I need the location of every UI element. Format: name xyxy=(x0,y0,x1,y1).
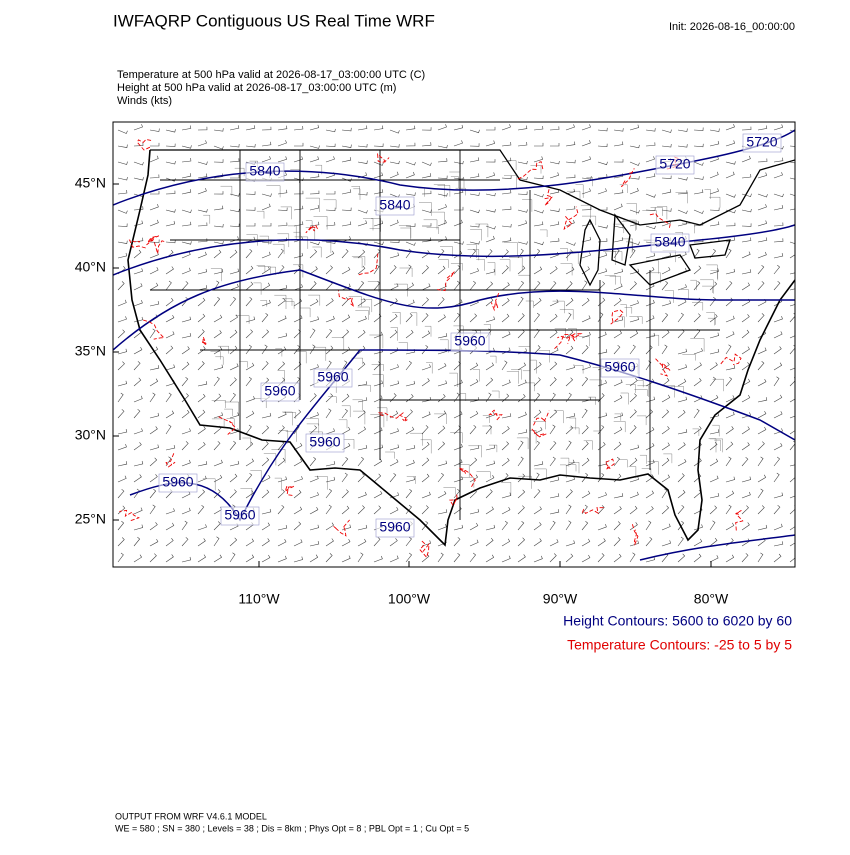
temp-contour xyxy=(488,409,503,421)
contour-label-box xyxy=(600,358,640,378)
contour-label: 5960 xyxy=(264,383,295,399)
great-lakes xyxy=(579,213,731,287)
temp-contour xyxy=(146,235,160,246)
lat-label: 25°N xyxy=(75,511,106,527)
contour-label: 5720 xyxy=(746,134,777,150)
temp-contour xyxy=(419,540,430,559)
temp-contour xyxy=(337,290,355,307)
temp-contour xyxy=(655,358,671,377)
temp-contour xyxy=(610,309,624,325)
footer-model: OUTPUT FROM WRF V4.6.1 MODEL xyxy=(115,811,267,821)
legend-temperature: Temperature Contours: -25 to 5 by 5 xyxy=(567,637,792,653)
lon-label: 100°W xyxy=(388,591,431,607)
temp-contour xyxy=(218,416,237,435)
temp-contour xyxy=(305,223,319,234)
lon-label: 80°W xyxy=(694,591,729,607)
title: IWFAQRP Contiguous US Real Time WRF xyxy=(113,11,435,30)
lat-label: 40°N xyxy=(75,259,106,275)
contour-label: 5960 xyxy=(604,359,635,375)
contour-label: 5840 xyxy=(379,197,410,213)
contour-label-box xyxy=(450,332,490,352)
temp-contour xyxy=(735,510,744,531)
temp-contour xyxy=(631,524,639,546)
temp-contour xyxy=(128,239,146,249)
contour-label-box xyxy=(375,518,415,538)
contour-label-box xyxy=(375,196,415,216)
temp-contour xyxy=(544,189,553,206)
temp-contour xyxy=(533,410,550,426)
contour-label-box xyxy=(655,155,695,175)
map-frame xyxy=(112,121,796,568)
temp-contour xyxy=(531,428,547,438)
lat-label: 30°N xyxy=(75,427,106,443)
lat-label: 45°N xyxy=(75,175,106,191)
temp-contour xyxy=(449,494,458,507)
temp-contour xyxy=(517,161,544,180)
contour-label: 5960 xyxy=(379,519,410,535)
temp-contour xyxy=(398,414,409,423)
contour-label: 5960 xyxy=(309,434,340,450)
coastline xyxy=(127,149,795,547)
lat-label: 35°N xyxy=(75,343,106,359)
contour-label-box xyxy=(260,382,300,402)
contour-label-box xyxy=(650,233,690,253)
temp-contour xyxy=(165,453,176,468)
contour-label: 5960 xyxy=(454,333,485,349)
contour-label-box xyxy=(313,368,353,388)
temp-contour xyxy=(333,519,350,537)
field-label: Temperature at 500 hPa valid at 2026-08-… xyxy=(117,69,425,81)
contour-label-box xyxy=(220,506,260,526)
map-area xyxy=(113,123,795,563)
footer-settings: WE = 580 ; SN = 380 ; Levels = 38 ; Dis … xyxy=(115,823,469,833)
temp-contour xyxy=(377,153,390,164)
temp-contour xyxy=(458,467,476,488)
temp-contour xyxy=(119,509,140,522)
temp-contour xyxy=(358,251,379,276)
contour-label: 5840 xyxy=(654,234,685,250)
legend-height: Height Contours: 5600 to 6020 by 60 xyxy=(563,613,792,629)
temp-contour xyxy=(136,138,152,151)
contour-label-box xyxy=(158,473,198,493)
border xyxy=(150,149,795,226)
temp-contour xyxy=(202,336,207,346)
temp-contour xyxy=(563,206,579,230)
contour-label: 5960 xyxy=(224,507,255,523)
contour-label: 5960 xyxy=(317,369,348,385)
field-label: Winds (kts) xyxy=(117,95,172,107)
contour-label-box xyxy=(305,433,345,453)
temp-contour xyxy=(581,507,604,515)
temp-contour xyxy=(490,293,500,312)
temp-contour xyxy=(720,353,742,366)
contour-label: 5720 xyxy=(659,156,690,172)
contour-label: 5840 xyxy=(249,163,280,179)
contour-label-box xyxy=(245,162,285,182)
contour-label-box xyxy=(742,133,782,153)
temp-contour xyxy=(604,458,615,470)
temp-contour xyxy=(284,485,295,497)
barb-set xyxy=(117,123,795,563)
field-label: Height at 500 hPa valid at 2026-08-17_03… xyxy=(117,82,396,94)
temp-contour xyxy=(554,333,576,350)
lon-label: 110°W xyxy=(238,591,280,607)
init-time: Init: 2026-08-16_00:00:00 xyxy=(669,21,795,33)
temp-contour xyxy=(621,168,635,188)
temp-contour xyxy=(649,213,671,228)
temp-contour xyxy=(142,319,165,340)
contour-label: 5960 xyxy=(162,474,193,490)
wind-barbs xyxy=(117,123,795,563)
temp-contour xyxy=(378,411,405,419)
temp-contour xyxy=(557,333,583,342)
temp-contour xyxy=(437,271,455,292)
temp-contour xyxy=(148,237,165,254)
lon-label: 90°W xyxy=(543,591,578,607)
